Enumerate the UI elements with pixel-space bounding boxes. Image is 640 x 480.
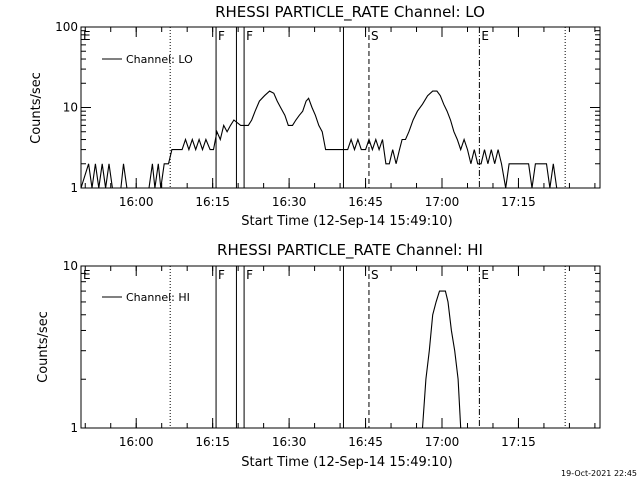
lo-event-marker-label: E	[83, 29, 91, 43]
lo-plot-area: 1 10 100 16:00 16:15 16:30 16:45 17:00 17:15 E F F S…	[55, 20, 601, 209]
lo-y-axis-label: Counts/sec	[29, 72, 44, 144]
lo-legend-label: Channel: LO	[126, 53, 193, 66]
hi-y-tick-label: 1	[70, 421, 78, 435]
hi-event-marker-label: S	[371, 268, 379, 282]
hi-series-line	[421, 290, 462, 429]
hi-x-tick-label: 17:15	[501, 435, 536, 449]
hi-x-axis-label: Start Time (12-Sep-14 15:49:10)	[241, 455, 452, 470]
hi-event-marker-label: F	[218, 268, 225, 282]
lo-x-tick-label: 16:15	[195, 195, 230, 209]
lo-x-tick-label: 16:00	[119, 195, 154, 209]
lo-x-tick-label: 17:15	[501, 195, 536, 209]
lo-event-marker-label: S	[371, 29, 379, 43]
hi-x-tick-label: 16:30	[272, 435, 307, 449]
hi-y-axis-label: Counts/sec	[36, 311, 51, 383]
lo-x-axis-label: Start Time (12-Sep-14 15:49:10)	[241, 214, 452, 229]
lo-series-line	[80, 90, 562, 189]
lo-x-tick-label: 16:30	[272, 195, 307, 209]
hi-event-marker-label: E	[83, 268, 91, 282]
hi-legend-label: Channel: HI	[126, 291, 190, 304]
hi-plot-area: 1 10 16:00 16:15 16:30 16:45 17:00 17:15 E F F S E	[63, 259, 601, 449]
hi-x-tick-label: 16:45	[348, 435, 383, 449]
lo-panel-title: RHESSI PARTICLE_RATE Channel: LO	[215, 3, 485, 22]
hi-x-tick-label: 16:00	[119, 435, 154, 449]
lo-event-marker-label: E	[481, 29, 489, 43]
hi-event-marker-label: E	[481, 268, 489, 282]
lo-channel-panel: RHESSI PARTICLE_RATE Channel: LO Start T…	[29, 3, 601, 229]
hi-x-tick-label: 17:00	[425, 435, 460, 449]
hi-panel-title: RHESSI PARTICLE_RATE Channel: HI	[217, 241, 483, 260]
lo-y-tick-label: 1	[70, 181, 78, 195]
lo-x-tick-label: 17:00	[425, 195, 460, 209]
hi-channel-panel: RHESSI PARTICLE_RATE Channel: HI Start T…	[36, 241, 601, 470]
lo-y-tick-label: 10	[63, 101, 78, 115]
hi-event-marker-label: F	[246, 268, 253, 282]
lo-x-tick-label: 16:45	[348, 195, 383, 209]
hi-y-tick-label: 10	[63, 259, 78, 273]
lo-y-tick-label: 100	[55, 20, 78, 34]
hi-x-tick-label: 16:15	[195, 435, 230, 449]
lo-event-marker-label: F	[218, 29, 225, 43]
footer-timestamp: 19-Oct-2021 22:45	[561, 469, 637, 478]
lo-event-marker-label: F	[246, 29, 253, 43]
